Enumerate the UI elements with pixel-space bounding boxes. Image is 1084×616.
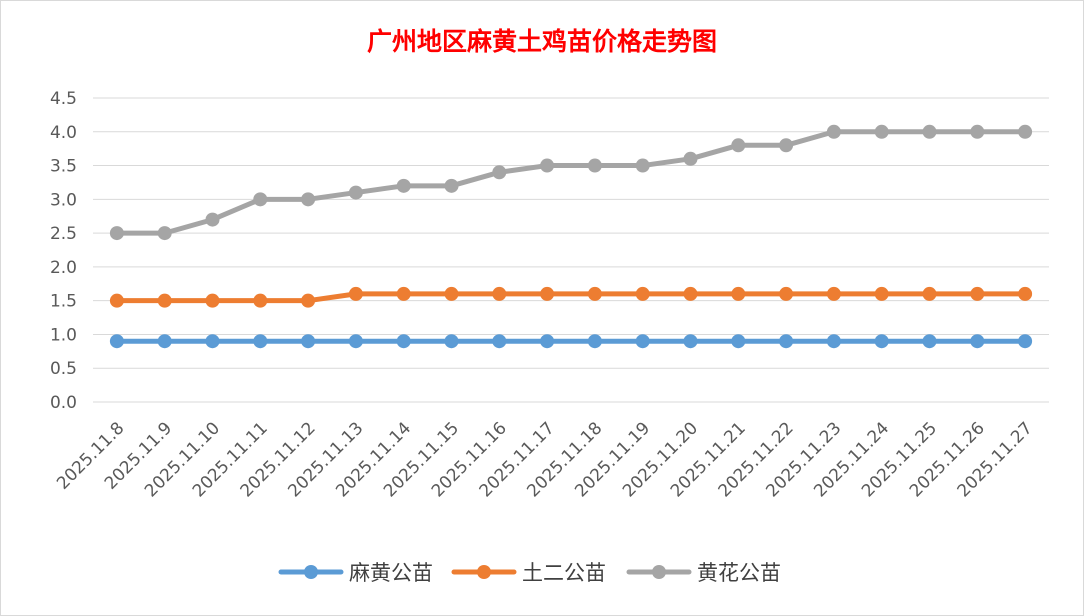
series-line: [114, 129, 1028, 236]
data-point: [635, 158, 650, 173]
y-tick-label: 4.5: [50, 89, 77, 109]
data-point: [922, 286, 937, 301]
legend-label: 黄花公苗: [697, 561, 781, 585]
y-tick-label: 1.0: [50, 325, 77, 345]
series-group: [109, 124, 1033, 349]
data-point: [492, 334, 507, 349]
data-point: [301, 334, 316, 349]
data-point: [779, 286, 794, 301]
y-axis-tick-labels: 0.0 0.5 1.0 1.5 2.0 2.5 3.0 3.5 4.0 4.5: [50, 89, 77, 413]
gridlines: [93, 97, 1049, 403]
data-point: [253, 334, 268, 349]
y-tick-label: 2.0: [50, 258, 77, 278]
x-axis-tick-labels: 2025.11.82025.11.92025.11.102025.11.1120…: [53, 418, 1037, 501]
data-point: [205, 334, 220, 349]
data-point: [922, 334, 937, 349]
legend-label: 土二公苗: [522, 561, 606, 585]
data-point: [109, 334, 124, 349]
data-point: [683, 286, 698, 301]
data-point: [348, 185, 363, 200]
data-point: [731, 334, 746, 349]
data-point: [396, 286, 411, 301]
data-point: [874, 124, 889, 139]
data-point: [874, 286, 889, 301]
data-point: [253, 192, 268, 207]
legend-item: 麻黄公苗: [278, 561, 433, 585]
data-point: [444, 178, 459, 193]
data-point: [731, 138, 746, 153]
legend-item: 土二公苗: [451, 561, 606, 585]
data-point: [109, 226, 124, 241]
y-tick-label: 3.5: [50, 157, 77, 177]
data-point: [779, 334, 794, 349]
y-tick-label: 3.0: [50, 190, 77, 210]
data-point: [492, 286, 507, 301]
data-point: [922, 124, 937, 139]
data-point: [157, 334, 172, 349]
y-tick-label: 2.5: [50, 224, 77, 244]
data-point: [970, 124, 985, 139]
data-point: [874, 334, 889, 349]
data-point: [396, 334, 411, 349]
data-point: [826, 286, 841, 301]
data-point: [444, 286, 459, 301]
data-point: [826, 124, 841, 139]
data-point: [109, 293, 124, 308]
legend: 麻黄公苗 土二公苗 黄花公苗: [278, 561, 781, 585]
legend-label: 麻黄公苗: [349, 561, 433, 585]
data-point: [587, 286, 602, 301]
data-point: [1018, 334, 1033, 349]
series-line: [114, 291, 1028, 304]
data-point: [683, 151, 698, 166]
y-tick-label: 0.5: [50, 359, 77, 379]
data-point: [826, 334, 841, 349]
data-point: [1018, 286, 1033, 301]
data-point: [970, 334, 985, 349]
data-point: [779, 138, 794, 153]
data-point: [540, 286, 555, 301]
data-point: [540, 334, 555, 349]
data-point: [444, 334, 459, 349]
legend-swatch-marker: [477, 565, 491, 579]
data-point: [301, 293, 316, 308]
data-point: [157, 226, 172, 241]
data-point: [683, 334, 698, 349]
data-point: [635, 286, 650, 301]
series-1: [109, 334, 1033, 349]
data-point: [301, 192, 316, 207]
chart-title: 广州地区麻黄土鸡苗价格走势图: [367, 27, 717, 56]
data-point: [348, 334, 363, 349]
data-point: [540, 158, 555, 173]
data-point: [253, 293, 268, 308]
data-point: [492, 165, 507, 180]
data-point: [587, 158, 602, 173]
data-point: [205, 212, 220, 227]
data-point: [348, 286, 363, 301]
data-point: [205, 293, 220, 308]
data-point: [1018, 124, 1033, 139]
y-tick-label: 1.5: [50, 292, 77, 312]
data-point: [157, 293, 172, 308]
legend-swatch-marker: [304, 565, 318, 579]
data-point: [731, 286, 746, 301]
series-2: [109, 286, 1033, 308]
series-3: [109, 124, 1033, 241]
y-tick-label: 0.0: [50, 393, 77, 413]
legend-swatch-marker: [652, 565, 666, 579]
data-point: [396, 178, 411, 193]
legend-item: 黄花公苗: [626, 561, 781, 585]
data-point: [587, 334, 602, 349]
data-point: [635, 334, 650, 349]
data-point: [970, 286, 985, 301]
y-tick-label: 4.0: [50, 123, 77, 143]
